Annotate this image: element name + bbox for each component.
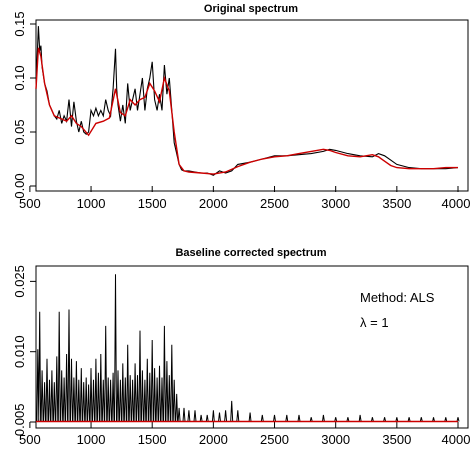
corrected-x-tick-label: 2500: [260, 432, 289, 447]
corrected-y-tick-label: 0.025: [12, 265, 27, 298]
chart-title-corrected: Baseline corrected spectrum: [175, 247, 326, 259]
annotation-method: Method: ALS: [360, 290, 435, 305]
annotation-lambda: λ = 1: [360, 315, 389, 330]
panel-baseline-corrected: Baseline corrected spectrum 500 1000 1500 2…: [12, 247, 470, 447]
original-x-tick-label: 2000: [199, 196, 228, 211]
original-x-tick-label: 3000: [321, 196, 350, 211]
axis-ticks-original: 500 1000 1500 2000 2500 3000 3500 4000 0.00 0.05 0…: [12, 11, 470, 211]
original-x-tick-label: 3500: [382, 196, 411, 211]
original-x-tick-label: 4000: [442, 196, 471, 211]
corrected-spectrum-line: [36, 274, 460, 422]
corrected-x-tick-label: 3500: [382, 432, 411, 447]
original-x-tick-label: 500: [19, 196, 41, 211]
corrected-x-tick-label: 1500: [138, 432, 167, 447]
original-y-tick-label: 0.10: [12, 65, 27, 90]
original-x-tick-label: 1500: [138, 196, 167, 211]
series-lines-corrected: [36, 274, 460, 423]
panel-original-spectrum: Original spectrum 500 1000 1500 2000 2500 300…: [12, 3, 470, 211]
original-x-tick-label: 2500: [260, 196, 289, 211]
original-y-tick-label: 0.00: [12, 173, 27, 198]
original-spectrum-line: [35, 26, 459, 176]
original-y-tick-label: 0.15: [12, 11, 27, 36]
chart-title-original: Original spectrum: [204, 3, 298, 15]
corrected-x-tick-label: 2000: [199, 432, 228, 447]
corrected-x-tick-label: 4000: [442, 432, 471, 447]
original-y-tick-label: 0.05: [12, 119, 27, 144]
fitted-baseline-line: [35, 47, 458, 175]
corrected-x-tick-label: 3000: [321, 432, 350, 447]
corrected-x-tick-label: 1000: [77, 432, 106, 447]
corrected-x-tick-label: 500: [19, 432, 41, 447]
corrected-y-tick-label: 0.010: [12, 335, 27, 368]
original-x-tick-label: 1000: [77, 196, 106, 211]
axis-ticks-corrected: 500 1000 1500 2000 2500 3000 3500 4000 -0.005 0.0…: [12, 265, 470, 447]
plot-frame-original: [35, 19, 469, 192]
series-lines-original: [35, 26, 459, 176]
corrected-y-tick-label: -0.005: [12, 404, 27, 441]
plot-frame-corrected: [35, 265, 469, 429]
